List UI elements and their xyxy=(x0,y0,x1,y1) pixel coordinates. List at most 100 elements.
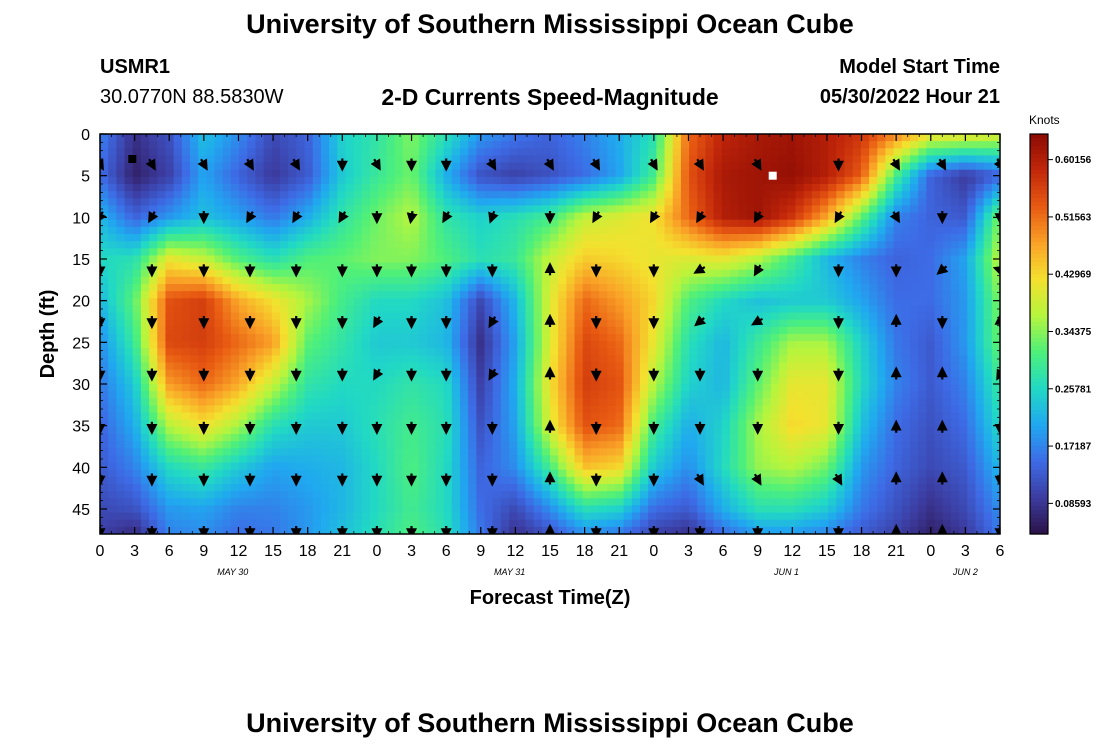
heatmap-cell xyxy=(492,241,502,249)
heatmap-cell xyxy=(533,348,543,357)
heatmap-cell xyxy=(648,384,657,392)
heatmap-cell xyxy=(959,276,968,285)
heatmap-cell xyxy=(640,148,649,157)
heatmap-cell xyxy=(410,205,420,214)
heatmap-cell xyxy=(402,384,412,392)
heatmap-cell xyxy=(795,448,805,457)
heatmap-cell xyxy=(689,148,698,157)
heatmap-cell xyxy=(689,184,698,192)
heatmap-cell xyxy=(599,298,608,307)
heatmap-cell xyxy=(959,284,968,292)
heatmap-cell xyxy=(860,219,870,228)
heatmap-cell xyxy=(664,398,674,407)
heatmap-cell xyxy=(852,226,862,235)
heatmap-cell xyxy=(599,362,608,371)
heatmap-cell xyxy=(550,369,559,378)
heatmap-cell xyxy=(263,348,273,357)
heatmap-cell xyxy=(427,262,437,271)
heatmap-cell xyxy=(361,148,371,157)
heatmap-cell xyxy=(852,319,862,328)
heatmap-cell xyxy=(607,419,617,428)
heatmap-cell xyxy=(713,198,723,207)
heatmap-cell xyxy=(648,355,657,364)
heatmap-cell xyxy=(509,205,518,214)
heatmap-cell xyxy=(468,155,477,164)
heatmap-cell xyxy=(942,362,952,371)
heatmap-cell xyxy=(713,298,723,307)
heatmap-cell xyxy=(320,284,330,292)
heatmap-cell xyxy=(435,219,445,228)
heatmap-cell xyxy=(713,434,723,442)
heatmap-cell xyxy=(836,384,846,392)
heatmap-cell xyxy=(787,291,797,299)
heatmap-cell xyxy=(910,248,919,257)
heatmap-cell xyxy=(648,341,657,349)
heatmap-cell xyxy=(844,141,854,149)
heatmap-cell xyxy=(271,376,281,385)
heatmap-cell xyxy=(247,376,257,385)
heatmap-cell xyxy=(648,184,657,192)
heatmap-cell xyxy=(910,219,919,228)
heatmap-cell xyxy=(500,441,510,449)
heatmap-cell xyxy=(427,176,437,185)
heatmap-cell xyxy=(967,141,977,149)
heatmap-cell xyxy=(852,398,862,407)
heatmap-cell xyxy=(877,419,887,428)
heatmap-cell xyxy=(443,376,453,385)
heatmap-cell xyxy=(844,155,854,164)
heatmap-cell xyxy=(631,391,641,399)
heatmap-cell xyxy=(206,419,216,428)
heatmap-cell xyxy=(689,141,698,149)
heatmap-cell xyxy=(721,426,731,435)
heatmap-cell xyxy=(803,255,813,264)
heatmap-cell xyxy=(910,441,919,449)
heatmap-cell xyxy=(460,191,469,199)
heatmap-cell xyxy=(811,334,821,342)
heatmap-cell xyxy=(754,241,764,249)
heatmap-cell xyxy=(198,269,207,278)
heatmap-cell xyxy=(910,134,919,142)
heatmap-cell xyxy=(599,376,608,385)
heatmap-cell xyxy=(697,205,707,214)
heatmap-cell xyxy=(271,198,281,207)
heatmap-cell xyxy=(165,334,175,342)
heatmap-cell xyxy=(460,284,469,292)
heatmap-cell xyxy=(378,348,387,357)
heatmap-cell xyxy=(926,448,936,457)
heatmap-cell xyxy=(353,262,363,271)
heatmap-cell xyxy=(885,248,895,257)
heatmap-cell xyxy=(100,234,109,242)
heatmap-cell xyxy=(942,298,952,307)
heatmap-cell xyxy=(509,326,518,335)
heatmap-cell xyxy=(378,319,387,328)
heatmap-cell xyxy=(214,205,224,214)
heatmap-cell xyxy=(959,184,968,192)
heatmap-cell xyxy=(124,291,134,299)
heatmap-cell xyxy=(942,191,952,199)
heatmap-cell xyxy=(648,255,657,264)
heatmap-cell xyxy=(721,448,731,457)
heatmap-cell xyxy=(476,398,486,407)
heatmap-cell xyxy=(967,348,977,357)
heatmap-cell xyxy=(263,319,273,328)
heatmap-cell xyxy=(329,241,338,249)
heatmap-cell xyxy=(132,419,142,428)
heatmap-cell xyxy=(329,419,338,428)
heatmap-cell xyxy=(239,269,248,278)
heatmap-cell xyxy=(116,269,126,278)
heatmap-cell xyxy=(582,405,592,414)
heatmap-cell xyxy=(394,262,404,271)
heatmap-cell xyxy=(885,234,895,242)
heatmap-cell xyxy=(615,291,625,299)
heatmap-cell xyxy=(157,162,167,171)
heatmap-cell xyxy=(484,434,494,442)
heatmap-cell xyxy=(738,155,747,164)
heatmap-cell xyxy=(852,184,862,192)
heatmap-cell xyxy=(762,341,772,349)
heatmap-cell xyxy=(460,319,469,328)
heatmap-cell xyxy=(730,148,739,157)
heatmap-cell xyxy=(615,348,625,357)
heatmap-cell xyxy=(500,169,510,178)
heatmap-cell xyxy=(746,305,756,314)
heatmap-cell xyxy=(787,434,797,442)
